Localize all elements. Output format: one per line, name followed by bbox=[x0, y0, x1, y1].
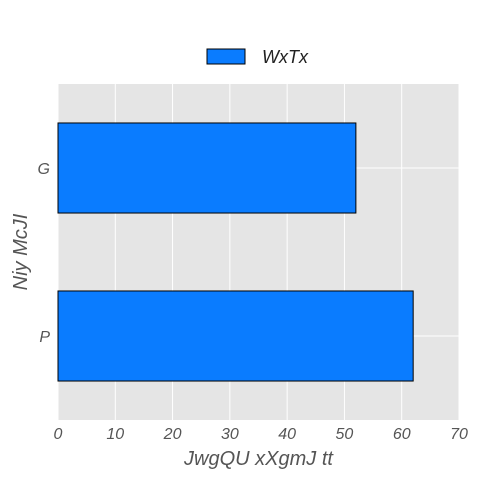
bars bbox=[57, 122, 414, 382]
x-tick-label: 20 bbox=[163, 426, 182, 443]
x-tick-label: 10 bbox=[106, 426, 124, 443]
bar-P bbox=[57, 290, 414, 382]
y-axis-title: Niy McJI bbox=[10, 213, 32, 290]
x-tick-label: 30 bbox=[221, 426, 239, 443]
y-axis-ticks: PG bbox=[38, 161, 51, 346]
x-tick-label: 0 bbox=[54, 426, 63, 443]
y-tick-label: G bbox=[38, 161, 50, 178]
x-axis-title: JwgQU xXgmJ tt bbox=[183, 448, 334, 470]
legend-label: WxTx bbox=[262, 47, 309, 67]
bar-G bbox=[57, 122, 357, 214]
x-tick-label: 60 bbox=[393, 426, 411, 443]
legend-swatch bbox=[206, 48, 246, 65]
x-tick-label: 70 bbox=[450, 426, 468, 443]
x-tick-label: 40 bbox=[278, 426, 296, 443]
y-tick-label: P bbox=[39, 329, 50, 346]
x-tick-label: 50 bbox=[336, 426, 354, 443]
x-axis-ticks: 0 10 20 30 40 50 60 70 bbox=[54, 426, 468, 443]
legend: WxTx bbox=[206, 47, 309, 67]
